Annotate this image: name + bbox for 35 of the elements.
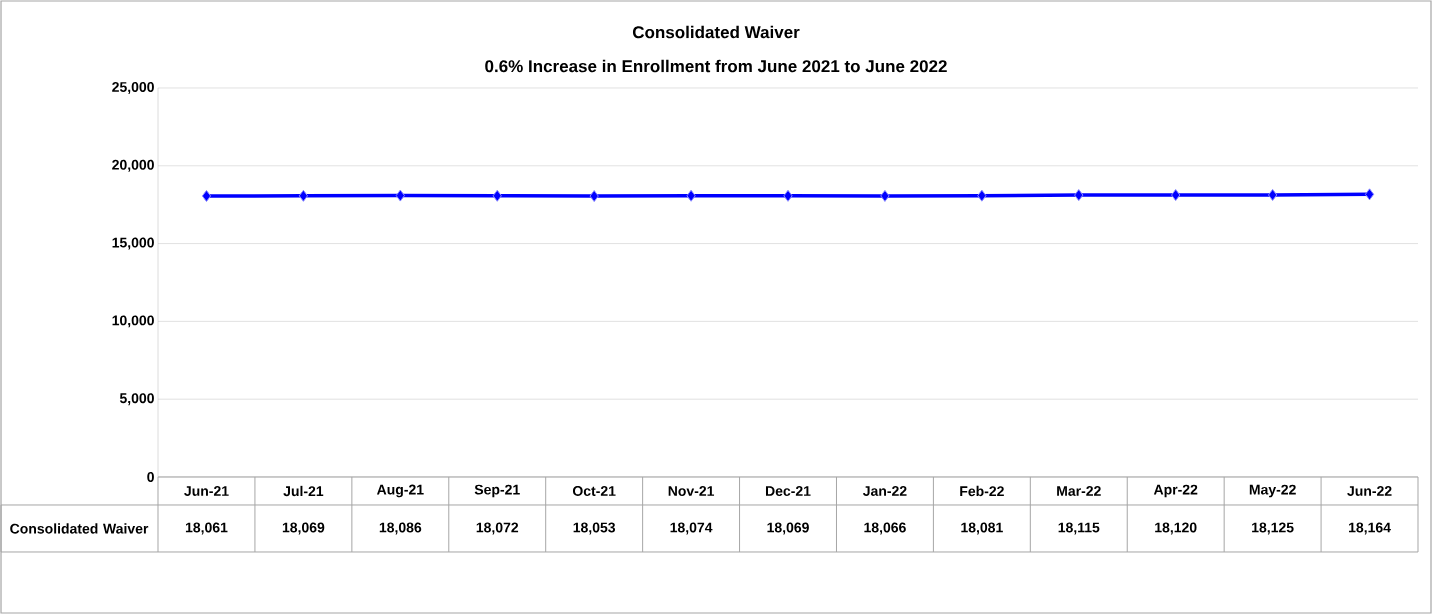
x-tick-label: Jun-21 <box>184 486 229 496</box>
x-tick-label: Aug-21 <box>376 484 424 498</box>
data-label: 18,120 <box>1155 522 1197 535</box>
y-tick-label: 25,000 <box>112 82 154 94</box>
data-label: 18,074 <box>670 522 713 535</box>
x-tick-label: Sep-21 <box>474 484 520 498</box>
y-tick-label: 5,000 <box>119 393 154 406</box>
x-tick-label: Nov-21 <box>668 486 715 496</box>
data-label: 18,115 <box>1058 522 1100 535</box>
x-tick-label: Mar-22 <box>1057 486 1101 496</box>
data-label: 18,069 <box>767 522 809 535</box>
data-label: 18,066 <box>864 522 906 535</box>
y-tick-label: 15,000 <box>112 237 154 250</box>
x-tick-label: Dec-21 <box>765 486 811 496</box>
data-label: 18,053 <box>573 522 616 535</box>
x-tick-label: Jul-21 <box>283 485 324 497</box>
data-label: 18,061 <box>185 522 228 535</box>
data-label: 18,086 <box>379 522 422 535</box>
chart-title: Consolidated Waiver <box>632 25 800 39</box>
x-tick-label: Feb-22 <box>960 485 1004 497</box>
data-label: 18,069 <box>282 522 325 535</box>
y-tick-label: 10,000 <box>112 315 154 328</box>
data-label: 18,072 <box>476 522 519 535</box>
x-tick-label: Jun-22 <box>1347 486 1392 496</box>
text: Consolidated Waiver <box>10 523 149 534</box>
x-tick-label: Jan-22 <box>862 486 907 496</box>
x-tick-label: Apr-22 <box>1153 484 1198 498</box>
data-label: 18,125 <box>1252 522 1294 535</box>
data-label: 18,081 <box>961 522 1003 535</box>
x-tick-label: Oct-21 <box>572 486 616 496</box>
y-tick-label: 0 <box>147 472 154 482</box>
data-label: 18,164 <box>1349 522 1391 535</box>
y-tick-label: 20,000 <box>112 159 154 172</box>
chart-subtitle: 0.6% Increase in Enrollment from June 2021 to June 2022 <box>485 59 947 73</box>
x-tick-label: May-22 <box>1249 484 1296 498</box>
